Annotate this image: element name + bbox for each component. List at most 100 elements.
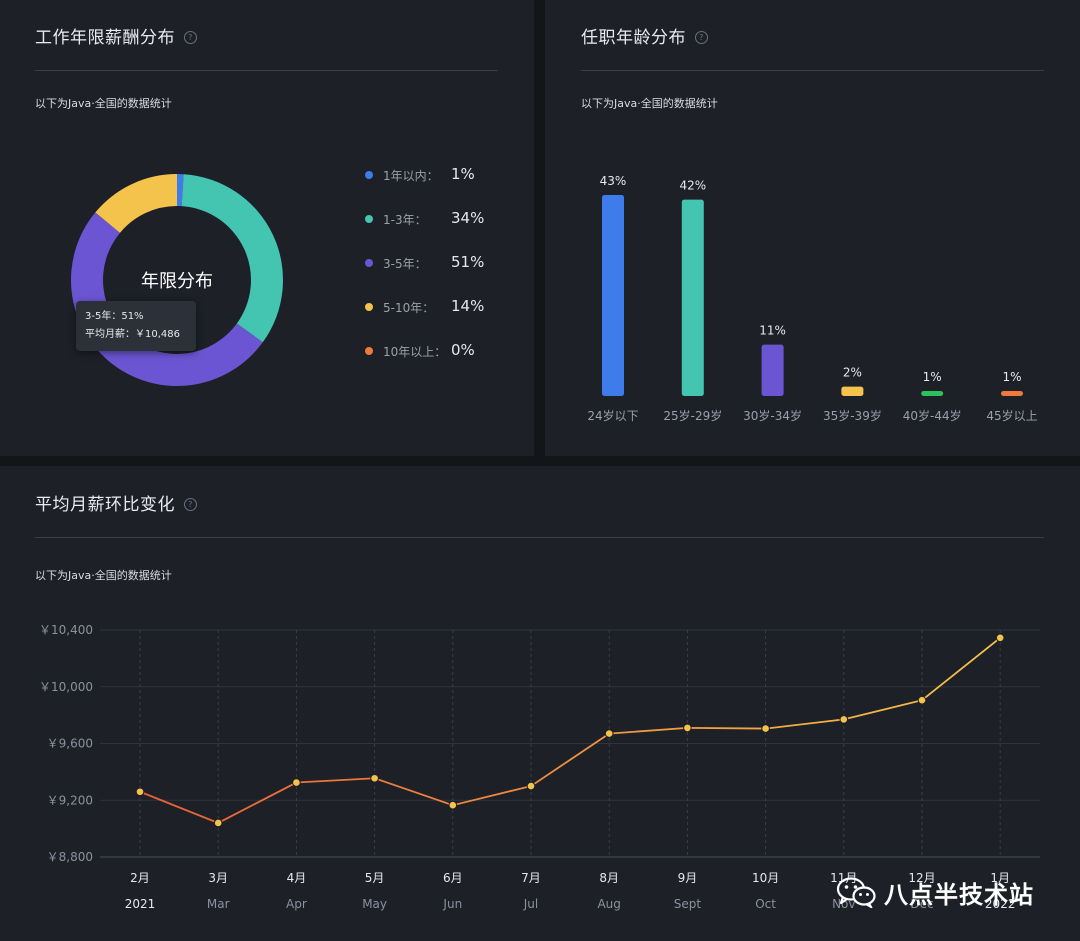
x-subtick-label: Jul	[523, 897, 538, 911]
bar-4[interactable]	[921, 391, 944, 396]
bar-5[interactable]	[1001, 391, 1023, 396]
x-subtick-label: Oct	[755, 897, 776, 911]
x-tick-label: 6月	[443, 871, 463, 885]
x-subtick-label: Sept	[674, 897, 702, 911]
line-point-7[interactable]	[683, 723, 692, 733]
line-point-5[interactable]	[526, 781, 536, 791]
line-point-0[interactable]	[135, 787, 145, 797]
x-tick-label: 1月	[990, 871, 1010, 885]
legend-value: 14%	[451, 297, 485, 315]
bar-category-label: 24岁以下	[587, 408, 638, 423]
trend-panel-title-text: 平均月薪环比变化	[35, 495, 175, 515]
watermark-text: 八点半技术站	[884, 880, 1034, 909]
x-tick-label: 5月	[365, 871, 385, 885]
legend-value: 0%	[451, 341, 475, 359]
help-icon[interactable]: ?	[695, 31, 708, 44]
divider	[581, 70, 1044, 71]
y-tick-label: ￥9,200	[47, 793, 93, 807]
experience-panel-title-text: 工作年限薪酬分布	[35, 28, 175, 48]
legend-value: 51%	[451, 253, 485, 271]
line-point-8[interactable]	[761, 724, 770, 733]
bar-value-label: 11%	[759, 324, 786, 338]
y-tick-label: ￥9,600	[47, 737, 93, 751]
line-point-6[interactable]	[604, 729, 614, 738]
x-tick-label: 3月	[208, 871, 228, 885]
legend-value: 1%	[451, 165, 475, 183]
legend-dot-icon	[365, 171, 373, 179]
x-subtick-label: Jun	[442, 897, 462, 911]
x-subtick-label: Apr	[286, 897, 307, 911]
tooltip-line-1: 3-5年：51%	[85, 311, 144, 322]
line-point-1[interactable]	[213, 818, 223, 828]
bar-category-label: 25岁-29岁	[663, 408, 722, 423]
line-point-9[interactable]	[839, 715, 849, 724]
legend-label: 1-3年：	[383, 213, 427, 227]
divider	[35, 537, 1044, 538]
y-tick-label: ￥10,400	[39, 623, 93, 637]
line-point-3[interactable]	[370, 773, 379, 783]
salary-line	[139, 637, 1001, 824]
bar-value-label: 42%	[679, 179, 706, 193]
legend-label: 10年以上：	[383, 345, 447, 359]
experience-panel-subtitle: 以下为Java·全国的数据统计	[35, 97, 172, 110]
line-point-2[interactable]	[292, 778, 301, 787]
x-tick-label: 11月	[830, 871, 857, 885]
donut-slice-1[interactable]	[181, 174, 283, 343]
bar-0[interactable]	[602, 195, 624, 396]
x-subtick-label: 2022	[985, 897, 1016, 911]
line-point-4[interactable]	[448, 800, 458, 810]
bar-category-label: 45岁以上	[986, 408, 1037, 423]
legend-dot-icon	[365, 215, 373, 223]
legend-label: 5-10年：	[383, 301, 435, 315]
x-subtick-label: Aug	[597, 897, 620, 911]
bar-2[interactable]	[761, 344, 784, 396]
legend-value: 34%	[451, 209, 485, 227]
x-tick-label: 8月	[599, 871, 619, 885]
divider	[35, 70, 498, 71]
legend-label: 3-5年：	[383, 257, 427, 271]
experience-salary-panel: 工作年限薪酬分布? 以下为Java·全国的数据统计 年限分布 3-5年：51% …	[0, 0, 534, 456]
age-panel-subtitle: 以下为Java·全国的数据统计	[581, 97, 718, 110]
age-distribution-panel: 任职年龄分布? 以下为Java·全国的数据统计 43% 24岁以下 42% 25岁-2…	[545, 0, 1080, 456]
x-tick-label: 4月	[287, 871, 307, 885]
line-point-10[interactable]	[917, 695, 927, 705]
age-panel-title-text: 任职年龄分布	[581, 28, 686, 48]
y-tick-label: ￥10,000	[39, 680, 93, 694]
donut-center-label: 年限分布	[141, 271, 213, 292]
x-subtick-label: Dec	[910, 897, 933, 911]
watermark: 八点半技术站	[836, 872, 1034, 912]
tooltip-line-2: 平均月薪：￥10,486	[85, 329, 180, 340]
x-subtick-label: May	[362, 897, 387, 911]
legend-dot-icon	[365, 347, 373, 355]
legend-label: 1年以内：	[383, 169, 439, 183]
bar-1[interactable]	[681, 199, 704, 396]
x-tick-label: 2月	[130, 871, 150, 885]
age-bar-chart: 43% 24岁以下 42% 25岁-29岁 11% 30岁-34岁 2% 35岁-39岁 1% 4…	[587, 174, 1037, 423]
bar-value-label: 2%	[843, 366, 862, 380]
help-icon[interactable]: ?	[184, 31, 197, 44]
bar-3[interactable]	[841, 386, 864, 396]
bar-category-label: 40岁-44岁	[903, 408, 962, 423]
wechat-icon	[836, 877, 876, 908]
trend-panel-title: 平均月薪环比变化?	[35, 490, 197, 515]
bar-value-label: 1%	[923, 370, 942, 384]
bar-category-label: 35岁-39岁	[823, 408, 882, 423]
help-icon[interactable]: ?	[184, 498, 197, 511]
experience-panel-title: 工作年限薪酬分布?	[35, 23, 197, 48]
legend-dot-icon	[365, 259, 373, 267]
experience-donut-chart: 年限分布	[70, 174, 283, 387]
age-panel-title: 任职年龄分布?	[581, 23, 708, 48]
x-tick-label: 7月	[521, 871, 541, 885]
donut-slice-2[interactable]	[70, 212, 263, 387]
donut-slice-0[interactable]	[177, 174, 184, 207]
x-tick-label: 10月	[752, 871, 779, 885]
bar-value-label: 1%	[1002, 370, 1021, 384]
bar-value-label: 43%	[600, 174, 627, 188]
donut-tooltip: 3-5年：51% 平均月薪：￥10,486	[76, 301, 196, 351]
trend-panel-subtitle: 以下为Java·全国的数据统计	[35, 569, 172, 582]
donut-slice-3[interactable]	[95, 174, 177, 233]
x-tick-label: 9月	[678, 871, 698, 885]
line-point-11[interactable]	[995, 633, 1005, 643]
x-subtick-label: Mar	[207, 897, 230, 911]
legend-dot-icon	[365, 303, 373, 311]
